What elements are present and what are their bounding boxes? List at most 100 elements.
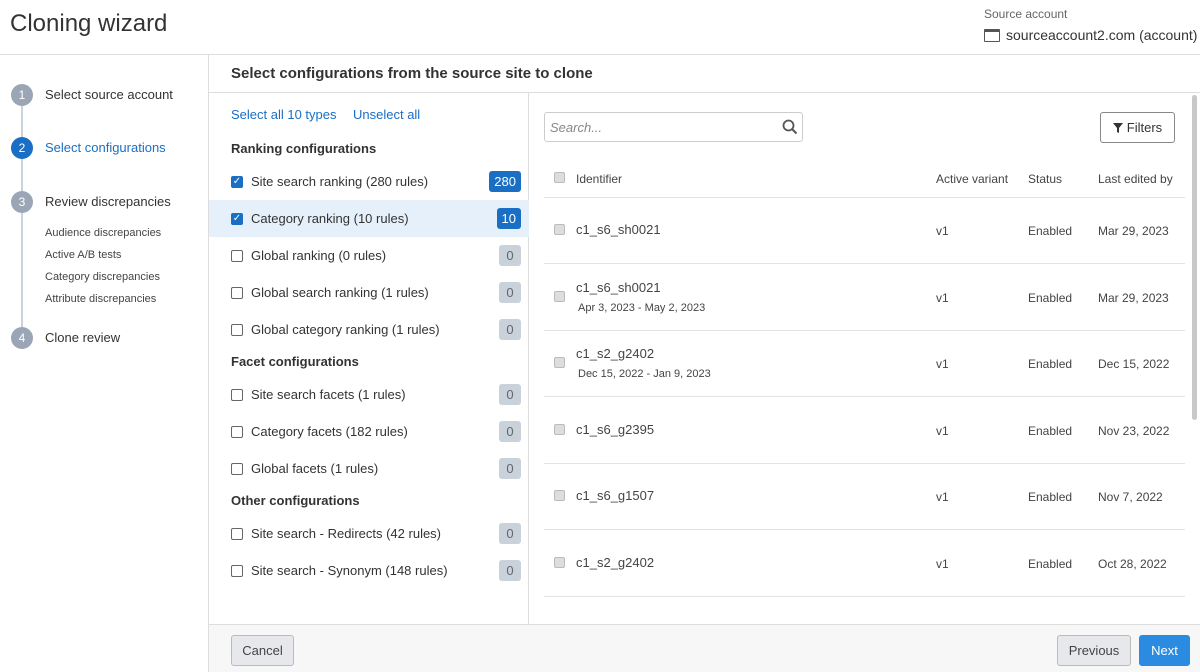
- row-divider: [544, 263, 1185, 264]
- config-item[interactable]: ✓ Category ranking (10 rules) 10: [209, 200, 529, 237]
- item-label: Global ranking (0 rules): [251, 248, 387, 263]
- config-panel: [209, 93, 529, 624]
- count-badge: 0: [499, 384, 521, 405]
- step-number: 4: [11, 327, 33, 349]
- item-label: Site search - Redirects (42 rules): [251, 526, 442, 541]
- config-item[interactable]: ✓ Site search ranking (280 rules) 280: [209, 163, 529, 200]
- substep[interactable]: Active A/B tests: [45, 249, 122, 261]
- row-divider: [544, 462, 1185, 464]
- sidebar: [0, 55, 209, 672]
- group-title: Other configurations: [231, 493, 360, 508]
- source-value: sourceaccount2.com (account): [1006, 27, 1198, 43]
- group-title: Ranking configurations: [231, 141, 377, 156]
- item-label: Global search ranking (1 rules): [251, 285, 429, 300]
- select-all[interactable]: Select all 10 types: [231, 107, 337, 122]
- item-label: Site search ranking (280 rules): [251, 174, 429, 189]
- config-item[interactable]: Category facets (182 rules) 0: [209, 413, 529, 450]
- status: Enabled: [1028, 556, 1073, 571]
- variant: v1: [936, 290, 949, 305]
- row-checkbox[interactable]: [554, 357, 565, 368]
- column-header: Active variant: [936, 172, 1009, 186]
- step-label[interactable]: Review discrepancies: [45, 194, 171, 209]
- date-range: Dec 15, 2022 - Jan 9, 2023: [578, 368, 711, 380]
- step-label[interactable]: Select source account: [45, 87, 173, 102]
- step-number: 2: [11, 137, 33, 159]
- count-badge: 0: [499, 245, 521, 266]
- column-header: Last edited by: [1098, 172, 1173, 186]
- variant: v1: [936, 423, 949, 438]
- row-divider: [544, 197, 1185, 198]
- checkbox[interactable]: ✓: [231, 175, 243, 188]
- date-range: Apr 3, 2023 - May 2, 2023: [578, 301, 706, 314]
- panel-title: Select configurations from the source si…: [231, 65, 593, 82]
- step-label[interactable]: Select configurations: [45, 140, 166, 155]
- source-account: sourceaccount2.com (account): [984, 27, 1197, 43]
- checkbox[interactable]: [231, 527, 243, 540]
- substep[interactable]: Category discrepancies: [45, 271, 160, 283]
- item-label: Category ranking (10 rules): [251, 211, 409, 226]
- config-item[interactable]: Global search ranking (1 rules) 0: [209, 274, 529, 311]
- variant: v1: [936, 224, 949, 238]
- row-divider: [544, 329, 1185, 331]
- config-item[interactable]: Global category ranking (1 rules) 0: [209, 311, 529, 348]
- unselect-all[interactable]: Unselect all: [353, 107, 421, 122]
- last-edited: Dec 15, 2022: [1098, 357, 1170, 371]
- checkbox[interactable]: [231, 388, 243, 401]
- search-input[interactable]: Search...: [544, 112, 803, 142]
- count-badge: 0: [499, 421, 521, 442]
- row-checkbox[interactable]: [554, 290, 565, 302]
- config-item[interactable]: Site search - Redirects (42 rules) 0: [209, 515, 529, 552]
- variant: v1: [936, 556, 949, 571]
- column-header: Identifier: [576, 172, 623, 186]
- row-checkbox[interactable]: [554, 224, 565, 235]
- checkbox[interactable]: [231, 425, 243, 438]
- row-checkbox[interactable]: [554, 556, 565, 568]
- count-badge: 10: [496, 208, 521, 229]
- filters-button[interactable]: Filters: [1100, 112, 1175, 143]
- item-label: Site search - Synonym (148 rules): [251, 563, 448, 578]
- config-item[interactable]: Global facets (1 rules) 0: [209, 450, 529, 487]
- step-line: [21, 95, 23, 340]
- identifier: c1_s2_g2402: [576, 346, 655, 361]
- item-label: Global facets (1 rules): [251, 461, 379, 476]
- column-header: Status: [1028, 172, 1063, 186]
- checkbox[interactable]: [231, 323, 243, 336]
- title: Cloning wizard: [10, 10, 168, 37]
- checkbox[interactable]: [231, 462, 243, 475]
- config-item[interactable]: Global ranking (0 rules) 0: [209, 237, 529, 274]
- placeholder: Search...: [550, 120, 603, 135]
- next-button[interactable]: Next: [1139, 635, 1190, 666]
- previous-button[interactable]: Previous: [1057, 635, 1131, 666]
- variant: v1: [936, 490, 949, 504]
- status: Enabled: [1028, 423, 1073, 438]
- group-title: Facet configurations: [231, 354, 359, 369]
- count-badge: 0: [499, 560, 521, 581]
- config-item[interactable]: Site search facets (1 rules) 0: [209, 376, 529, 413]
- status: Enabled: [1028, 290, 1073, 305]
- footer: [209, 624, 1200, 672]
- row-divider: [544, 595, 1185, 597]
- checkbox[interactable]: [231, 286, 243, 299]
- item-label: Category facets (182 rules): [251, 424, 408, 439]
- step-label[interactable]: Clone review: [45, 330, 121, 345]
- checkbox[interactable]: ✓: [231, 212, 243, 225]
- cancel-button[interactable]: Cancel: [231, 635, 294, 666]
- step-number: 1: [11, 84, 33, 106]
- last-edited: Oct 28, 2022: [1098, 556, 1167, 571]
- count-badge: 0: [499, 523, 521, 544]
- row-checkbox[interactable]: [554, 490, 565, 501]
- checkbox[interactable]: [231, 249, 243, 262]
- substep[interactable]: Audience discrepancies: [45, 227, 162, 239]
- filter-icon: [1112, 122, 1123, 133]
- config-item[interactable]: Site search - Synonym (148 rules) 0: [209, 552, 529, 589]
- row-checkbox[interactable]: [554, 423, 565, 435]
- identifier: c1_s6_g2395: [576, 421, 655, 437]
- checkbox[interactable]: [231, 564, 243, 577]
- last-edited: Mar 29, 2023: [1098, 224, 1169, 238]
- step-number: 3: [11, 191, 33, 213]
- source-label: Source account: [984, 7, 1068, 21]
- count-badge: 0: [499, 282, 521, 303]
- search-icon: [782, 119, 798, 135]
- substep[interactable]: Attribute discrepancies: [45, 293, 157, 305]
